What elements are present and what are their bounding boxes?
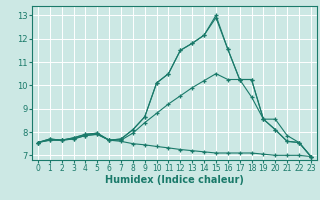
X-axis label: Humidex (Indice chaleur): Humidex (Indice chaleur)	[105, 175, 244, 185]
